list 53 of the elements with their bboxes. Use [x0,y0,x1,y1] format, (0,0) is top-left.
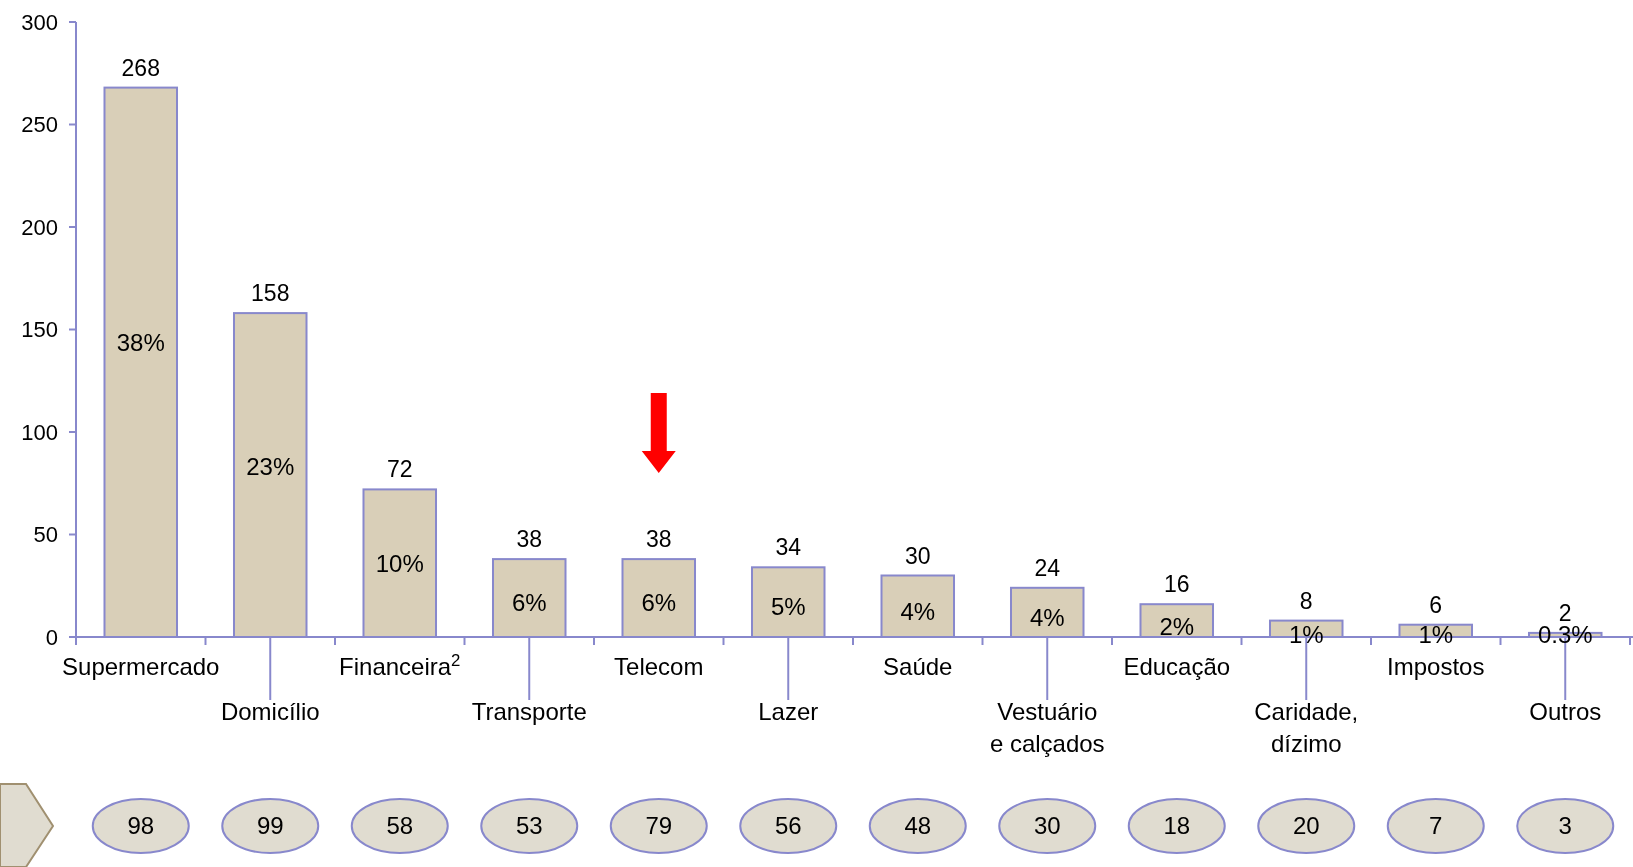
annotation: 4% [1029,604,1065,632]
data-label: 38 [645,526,672,553]
text: 18 [1163,812,1191,840]
text: 56 [774,812,802,840]
x-tick-label: Vestuário e calçados [989,698,1105,757]
data-label: 268 [121,54,160,81]
annotation: 1% [1418,621,1454,649]
annotation: 23% [246,453,295,481]
data-label: 72 [386,456,413,483]
annotation: 6% [511,588,547,616]
y-tick-label: 150 [21,317,58,343]
annotation: 10% [375,550,424,578]
annotation: 6% [641,588,677,616]
x-tick-label: Saúde [883,653,953,680]
annotation: 38% [116,329,165,357]
text: 53 [515,812,543,840]
data-label: 30 [904,542,931,569]
y-tick-label: 100 [21,419,58,445]
x-tick-label: Impostos [1387,653,1485,680]
text: 79 [645,812,673,840]
y-tick-label: 50 [33,522,58,548]
data-label: 8 [1299,587,1313,614]
annotation: 5% [770,593,806,621]
x-tick-label: Financeira$^{2}$ [339,650,461,680]
annotation: 4% [900,597,936,625]
annotation: 1% [1288,621,1324,649]
data-label: 24 [1034,554,1061,581]
x-tick-label: Transporte [471,698,587,725]
x-tick-label: Educação [1123,653,1231,680]
text: 99 [256,812,284,840]
data-label: 34 [775,534,802,561]
data-label: 38 [516,526,543,553]
text: 48 [904,812,932,840]
x-tick-label: Telecom [614,653,704,680]
y-tick-label: 250 [21,112,58,138]
x-tick-label: Outros [1529,698,1602,725]
text: 30 [1033,812,1061,840]
y-tick-label: 300 [21,9,58,35]
text: 98 [127,812,155,840]
text: 58 [386,812,414,840]
data-label: 6 [1429,591,1443,618]
y-tick-label: 200 [21,214,58,240]
y-tick-label: 0 [45,624,58,650]
x-tick-label: Domicílio [220,698,320,725]
text: 20 [1292,812,1320,840]
text: 3 [1558,812,1572,840]
data-label: 16 [1163,571,1190,598]
text: 7 [1429,812,1443,840]
x-tick-label: Lazer [758,698,819,725]
annotation: 2% [1159,613,1195,641]
x-tick-label: Caridade, dízimo [1254,698,1359,757]
x-tick-label: Supermercado [62,653,220,680]
data-label: 158 [251,280,290,307]
